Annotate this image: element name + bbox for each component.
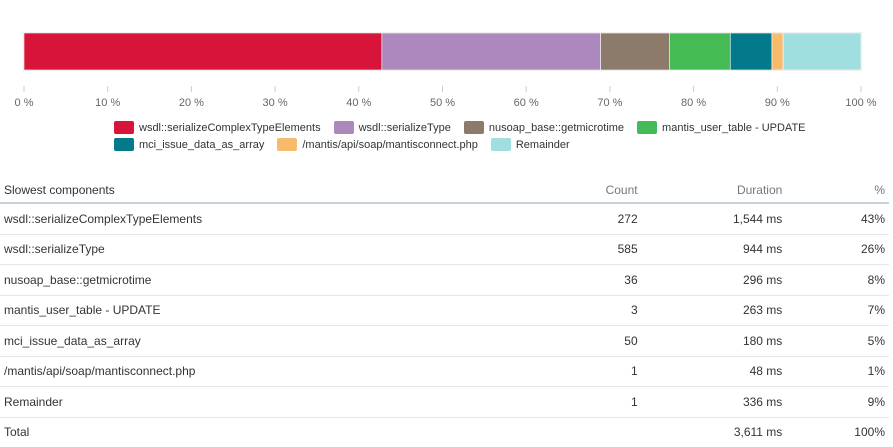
- legend-swatch: [277, 138, 298, 151]
- stacked-bar-chart: 0 % 10 % 20 % 30 % 40 % 50 % 60 % 70 % 80 % 90 % 1…: [0, 0, 893, 178]
- legend-label: mantis_user_table - UPDATE: [662, 121, 806, 134]
- row-count: 36: [516, 264, 642, 296]
- legend-swatch: [333, 121, 354, 134]
- total-count: [517, 417, 642, 447]
- bar-segment-wsdl-serializecomplextypeelements[interactable]: [23, 32, 383, 71]
- row-count: 1: [516, 356, 642, 387]
- x-axis-tick-label: 40 %: [346, 97, 371, 109]
- table-row: mantis_user_table - UPDATE 3 263 ms 7%: [0, 295, 889, 326]
- bar-segment-nusoap-base-getmicrotime[interactable]: [600, 32, 670, 71]
- x-axis-tick-label: 50 %: [430, 97, 455, 109]
- row-duration: 296 ms: [641, 264, 787, 296]
- x-axis-tick-label: 90 %: [765, 97, 790, 109]
- table-total-row: Total 3,611 ms 100%: [0, 417, 889, 447]
- total-percent: 100%: [854, 425, 885, 440]
- x-axis-tick-label: 100 %: [845, 97, 876, 109]
- legend-item-wsdl-serializecomplextypeelements[interactable]: wsdl::serializeComplexTypeElements: [114, 121, 321, 134]
- total-duration: 3,611 ms: [733, 425, 783, 440]
- row-count: 1: [516, 386, 642, 418]
- legend-label: /mantis/api/soap/mantisconnect.php: [302, 138, 478, 151]
- legend-item-nusoap-base-getmicrotime[interactable]: nusoap_base::getmicrotime: [463, 121, 625, 134]
- row-name: wsdl::serializeComplexTypeElements: [0, 203, 517, 235]
- bar-segment-remainder[interactable]: [782, 32, 862, 71]
- row-duration: 180 ms: [641, 325, 787, 357]
- table-row: nusoap_base::getmicrotime 36 296 ms 8%: [0, 264, 889, 296]
- legend-label: wsdl::serializeType: [358, 121, 451, 134]
- header-percent[interactable]: %: [786, 178, 889, 204]
- legend-label: nusoap_base::getmicrotime: [488, 121, 625, 134]
- legend-swatch: [637, 121, 658, 134]
- row-duration: 336 ms: [641, 386, 787, 418]
- bar-segment-wsdl-serializetype[interactable]: [381, 32, 601, 71]
- row-name: mci_issue_data_as_array: [0, 325, 517, 357]
- legend-item-wsdl-serializetype[interactable]: wsdl::serializeType: [333, 121, 451, 134]
- bar-segment-mantis-user-table-update[interactable]: [669, 32, 731, 71]
- row-count: 3: [516, 295, 642, 326]
- legend-swatch: [490, 138, 511, 151]
- row-percent: 1%: [786, 356, 889, 387]
- row-name: nusoap_base::getmicrotime: [0, 264, 517, 296]
- header-slowest-components[interactable]: Slowest components: [0, 178, 517, 204]
- row-percent: 43%: [786, 203, 889, 235]
- x-axis-tick-label: 0 %: [15, 97, 34, 109]
- legend-swatch: [463, 121, 484, 134]
- bar-segment-mci-issue-data-as-array[interactable]: [729, 32, 773, 71]
- legend-item-mantis-api-soap-mantisconnect-php[interactable]: /mantis/api/soap/mantisconnect.php: [277, 138, 478, 151]
- row-name: wsdl::serializeType: [0, 234, 517, 265]
- row-name: mantis_user_table - UPDATE: [0, 295, 517, 326]
- row-name: Remainder: [0, 386, 517, 418]
- row-percent: 7%: [786, 295, 889, 326]
- bar-segment-mantis-api-soap-mantisconnect-php[interactable]: [771, 32, 784, 71]
- legend-label: mci_issue_data_as_array: [139, 138, 265, 151]
- row-duration: 944 ms: [641, 234, 787, 265]
- legend-swatch: [114, 121, 134, 134]
- slowest-components-table-wrap: Slowest components Count Duration % wsdl…: [0, 178, 889, 447]
- row-percent: 8%: [786, 264, 889, 296]
- legend-item-mci-issue-data-as-array[interactable]: mci_issue_data_as_array: [114, 138, 264, 151]
- x-axis-tick-label: 10 %: [95, 97, 120, 109]
- row-count: 50: [516, 325, 642, 357]
- row-count: 272: [516, 203, 642, 235]
- row-percent: 26%: [786, 234, 889, 265]
- total-label: Total: [4, 425, 30, 440]
- table-header-row: Slowest components Count Duration %: [0, 178, 889, 204]
- x-axis-tick-label: 30 %: [263, 97, 288, 109]
- legend-row-2: mci_issue_data_as_array/mantis/api/soap/…: [114, 136, 834, 153]
- row-count: 585: [516, 234, 642, 265]
- x-axis-tick-label: 60 %: [514, 97, 539, 109]
- table-row: wsdl::serializeComplexTypeElements 272 1…: [0, 203, 889, 235]
- legend-item-mantis-user-table-update[interactable]: mantis_user_table - UPDATE: [637, 121, 806, 134]
- chart-plot: 0 % 10 % 20 % 30 % 40 % 50 % 60 % 70 % 80 % 90 % 1…: [15, 32, 877, 109]
- legend-label: Remainder: [515, 138, 570, 151]
- header-duration[interactable]: Duration: [641, 178, 787, 204]
- chart-legend: wsdl::serializeComplexTypeElements wsdl::…: [114, 119, 834, 153]
- table-row: /mantis/api/soap/mantisconnect.php 1 48 …: [0, 356, 889, 387]
- row-percent: 9%: [786, 386, 889, 418]
- header-count[interactable]: Count: [516, 178, 642, 204]
- slowest-components-table: Slowest components Count Duration % wsdl…: [0, 178, 889, 447]
- row-duration: 263 ms: [641, 295, 787, 326]
- legend-item-remainder[interactable]: Remainder: [490, 138, 570, 151]
- row-name: /mantis/api/soap/mantisconnect.php: [0, 356, 517, 387]
- x-axis-tick-label: 20 %: [179, 97, 204, 109]
- row-duration: 48 ms: [641, 356, 787, 387]
- legend-swatch: [114, 138, 134, 151]
- table-row: Remainder 1 336 ms 9%: [0, 386, 889, 418]
- table-row: wsdl::serializeType 585 944 ms 26%: [0, 234, 889, 265]
- x-axis-tick-label: 80 %: [681, 97, 706, 109]
- legend-row-1: wsdl::serializeComplexTypeElements wsdl::…: [114, 119, 834, 136]
- row-percent: 5%: [786, 325, 889, 357]
- table-row: mci_issue_data_as_array 50 180 ms 5%: [0, 325, 889, 357]
- x-axis-tick-label: 70 %: [597, 97, 622, 109]
- row-duration: 1,544 ms: [641, 203, 787, 235]
- legend-label: wsdl::serializeComplexTypeElements: [139, 121, 321, 134]
